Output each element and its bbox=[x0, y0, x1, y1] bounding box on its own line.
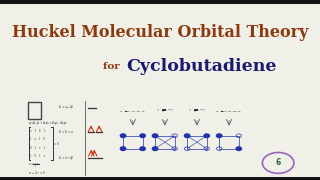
Text: = 0: = 0 bbox=[54, 141, 59, 146]
Text: $\psi = A_1\phi_1 + A_2\phi_2 + A_3\phi_3 + A_4\phi_4$: $\psi = A_1\phi_1 + A_2\phi_2 + A_3\phi_… bbox=[28, 119, 68, 127]
Bar bbox=[28, 102, 41, 119]
Bar bbox=[187, 136, 207, 149]
Bar bbox=[155, 136, 175, 149]
Text: $\psi_4=\frac{1}{2}(\phi_1-\phi_2+\phi_3-\phi_4)$: $\psi_4=\frac{1}{2}(\phi_1-\phi_2+\phi_3… bbox=[215, 109, 243, 115]
Circle shape bbox=[120, 134, 126, 138]
Circle shape bbox=[184, 134, 190, 138]
Circle shape bbox=[217, 134, 222, 138]
Text: $E_1 = \alpha - 2\beta$: $E_1 = \alpha - 2\beta$ bbox=[58, 103, 75, 111]
Text: $x = \frac{\alpha - E}{\beta}$: $x = \frac{\alpha - E}{\beta}$ bbox=[28, 161, 39, 169]
Text: 6: 6 bbox=[276, 158, 281, 167]
Text: Huckel Molecular Orbital Theory: Huckel Molecular Orbital Theory bbox=[12, 24, 308, 41]
Circle shape bbox=[140, 147, 145, 150]
Circle shape bbox=[152, 147, 158, 150]
Text: $\psi_1=\frac{1}{2}(\phi_1+\phi_2+\phi_3+\phi_4)$: $\psi_1=\frac{1}{2}(\phi_1+\phi_2+\phi_3… bbox=[119, 109, 146, 115]
Circle shape bbox=[120, 147, 126, 150]
Text: Cyclobutadiene: Cyclobutadiene bbox=[126, 58, 276, 75]
Circle shape bbox=[140, 134, 145, 138]
Text: $E_2 = E_3 = \alpha$: $E_2 = E_3 = \alpha$ bbox=[58, 129, 74, 136]
Text: $x^4 - 4x^2 = 0$: $x^4 - 4x^2 = 0$ bbox=[28, 169, 45, 177]
Text: 1  x  1  0: 1 x 1 0 bbox=[30, 137, 45, 141]
Bar bbox=[123, 136, 143, 149]
Circle shape bbox=[236, 147, 242, 150]
Text: 0  1  x  1: 0 1 x 1 bbox=[30, 146, 45, 150]
Circle shape bbox=[152, 134, 158, 138]
Circle shape bbox=[204, 134, 209, 138]
Text: for: for bbox=[103, 62, 123, 71]
Text: $\psi_2=\frac{1}{\sqrt{2}}(\phi_1-\phi_3)$: $\psi_2=\frac{1}{\sqrt{2}}(\phi_1-\phi_3… bbox=[156, 108, 174, 115]
Bar bbox=[219, 136, 239, 149]
Text: $E_4 = \alpha + 2\beta$: $E_4 = \alpha + 2\beta$ bbox=[58, 154, 75, 161]
Text: 1  0  1  x: 1 0 1 x bbox=[30, 154, 45, 158]
Text: $\psi_3=\frac{1}{\sqrt{2}}(\phi_2-\phi_4)$: $\psi_3=\frac{1}{\sqrt{2}}(\phi_2-\phi_4… bbox=[188, 108, 206, 115]
Text: x  1  0  1: x 1 0 1 bbox=[30, 129, 45, 133]
